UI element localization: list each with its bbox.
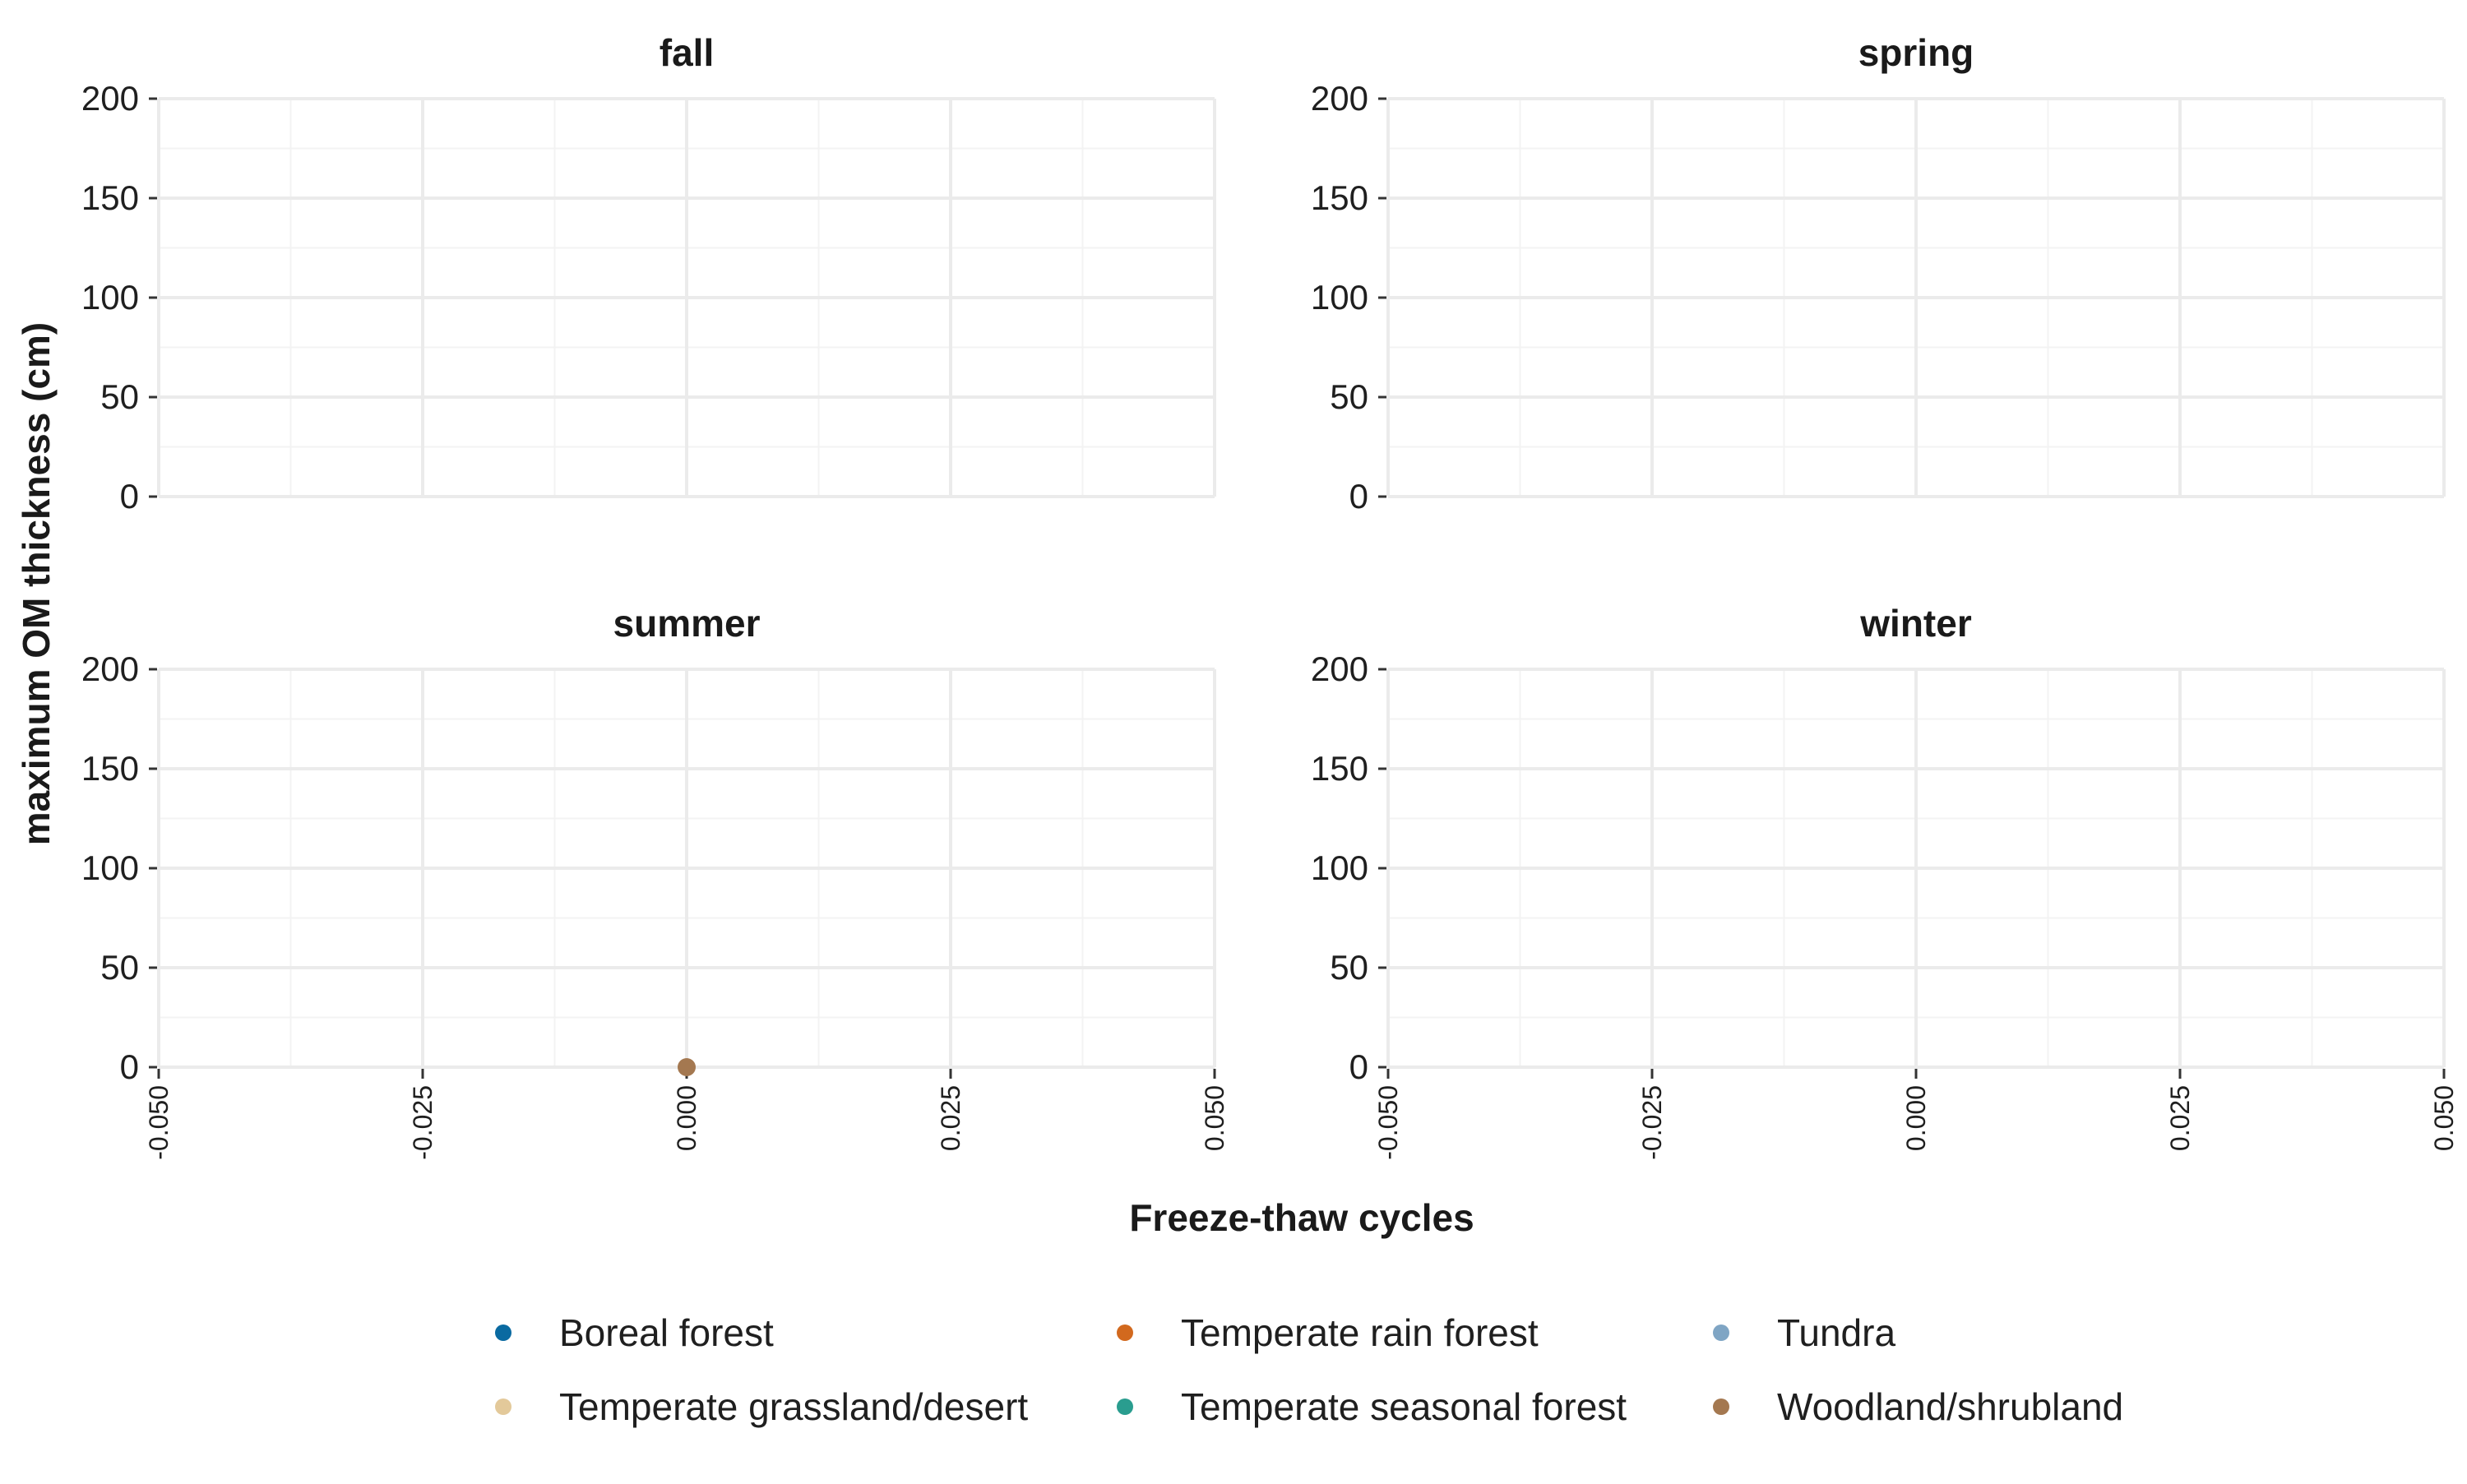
y-tick-label: 0 <box>1349 1047 1368 1086</box>
y-tick-label: 50 <box>100 948 139 987</box>
y-tick-label: 100 <box>1311 848 1368 887</box>
y-tick-label: 150 <box>81 749 139 788</box>
legend-swatch <box>1713 1398 1729 1415</box>
legend-label: Temperate rain forest <box>1181 1311 1539 1354</box>
y-tick-label: 200 <box>1311 650 1368 688</box>
y-tick-label: 200 <box>81 650 139 688</box>
legend-swatch <box>495 1325 511 1341</box>
legend-swatch <box>1117 1325 1133 1341</box>
legend-label: Tundra <box>1777 1311 1895 1354</box>
x-tick-label: -0.050 <box>1373 1085 1403 1160</box>
y-tick-label: 50 <box>1330 377 1368 416</box>
y-tick-label: 100 <box>1311 278 1368 317</box>
y-tick-label: 0 <box>120 477 139 515</box>
data-point <box>678 1058 696 1076</box>
panel-title: fall <box>660 31 714 74</box>
y-axis-title: maximum OM thickness (cm) <box>15 322 58 846</box>
y-tick-label: 50 <box>100 377 139 416</box>
x-tick-label: 0.050 <box>2429 1085 2459 1151</box>
legend-swatch <box>1713 1325 1729 1341</box>
y-tick-label: 150 <box>1311 749 1368 788</box>
x-tick-label: 0.000 <box>1901 1085 1931 1151</box>
x-tick-label: 0.025 <box>936 1085 965 1151</box>
y-tick-label: 0 <box>1349 477 1368 515</box>
x-tick-label: -0.025 <box>1637 1085 1667 1160</box>
legend-label: Temperate seasonal forest <box>1181 1385 1627 1428</box>
legend-swatch <box>1117 1398 1133 1415</box>
x-tick-label: -0.050 <box>144 1085 174 1160</box>
x-tick-label: 0.050 <box>1200 1085 1229 1151</box>
panel-title: spring <box>1858 31 1974 74</box>
y-tick-label: 150 <box>1311 178 1368 217</box>
x-tick-label: -0.025 <box>408 1085 437 1160</box>
legend-swatch <box>495 1398 511 1415</box>
x-tick-label: 0.025 <box>2165 1085 2195 1151</box>
y-tick-label: 100 <box>81 278 139 317</box>
y-tick-label: 0 <box>120 1047 139 1086</box>
y-tick-label: 200 <box>1311 79 1368 118</box>
x-tick-label: 0.000 <box>672 1085 701 1151</box>
y-tick-label: 200 <box>81 79 139 118</box>
panel-title: summer <box>613 602 761 645</box>
y-tick-label: 100 <box>81 848 139 887</box>
legend-label: Woodland/shrubland <box>1777 1385 2123 1428</box>
legend-label: Boreal forest <box>559 1311 774 1354</box>
y-tick-label: 50 <box>1330 948 1368 987</box>
y-tick-label: 150 <box>81 178 139 217</box>
legend-label: Temperate grassland/desert <box>559 1385 1028 1428</box>
panel-title: winter <box>1859 602 1972 645</box>
x-axis-title: Freeze-thaw cycles <box>1129 1196 1474 1239</box>
